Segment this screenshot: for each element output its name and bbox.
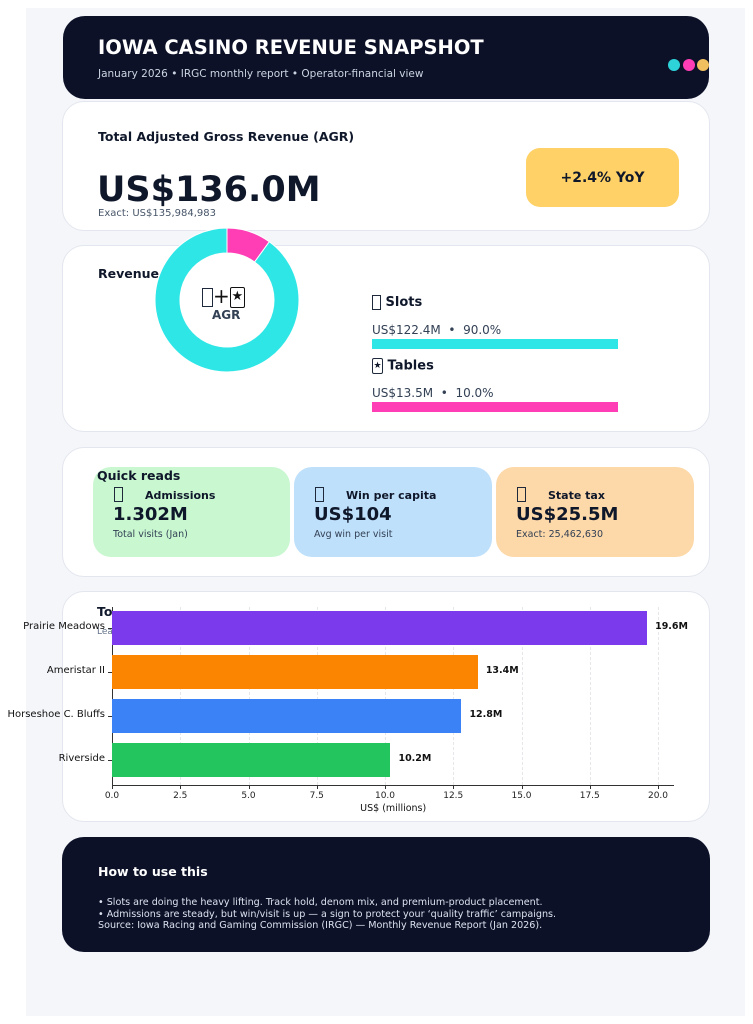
star-card-icon: ★	[229, 287, 245, 308]
decor-dot-pink	[683, 59, 695, 71]
agr-card: Total Adjusted Gross Revenue (AGR) US$13…	[62, 101, 710, 231]
admissions-sub: Total visits (Jan)	[113, 529, 188, 540]
win-per-capita-value: US$104	[314, 504, 392, 525]
state-tax-value: US$25.5M	[516, 504, 619, 525]
slots-label: Slots	[372, 295, 422, 310]
donut-slice-slots	[154, 227, 300, 373]
tables-name: Tables	[387, 358, 434, 374]
star-card-icon: ★	[372, 358, 383, 374]
quick-reads-title: Quick reads	[97, 468, 181, 483]
how-to-use-panel: How to use this • Slots are doing the he…	[62, 837, 710, 952]
chart-title: To	[97, 604, 113, 619]
agr-exact: Exact: US$135,984,983	[98, 208, 216, 219]
ticket-icon	[114, 487, 123, 502]
state-tax-label: State tax	[548, 489, 605, 502]
decor-dot-yellow	[697, 59, 709, 71]
admissions-value: 1.302M	[113, 504, 188, 525]
revenue-donut	[154, 227, 300, 373]
how-to-title: How to use this	[98, 864, 208, 879]
slots-share-bar	[372, 339, 618, 349]
state-tax-sub: Exact: 25,462,630	[516, 529, 604, 540]
win-per-capita-label: Win per capita	[346, 489, 437, 502]
slots-value: US$122.4M • 90.0%	[372, 323, 502, 337]
state-tax-card: State tax US$25.5M Exact: 25,462,630	[496, 467, 694, 557]
admissions-label: Admissions	[145, 489, 216, 502]
mix-title: Revenue	[98, 266, 160, 281]
page-subtitle: January 2026 • IRGC monthly report • Ope…	[98, 68, 424, 80]
agr-value: US$136.0M	[97, 170, 321, 210]
page-title: IOWA CASINO REVENUE SNAPSHOT	[98, 36, 484, 59]
source-line: Source: Iowa Racing and Gaming Commissio…	[98, 920, 543, 931]
admissions-card: Admissions 1.302M Total visits (Jan)	[93, 467, 290, 557]
chart-subtitle: Lea	[97, 627, 113, 637]
coin-icon	[315, 487, 324, 502]
win-per-capita-sub: Avg win per visit	[314, 529, 393, 540]
tip-line: • Admissions are steady, but win/visit i…	[98, 908, 557, 920]
tables-value: US$13.5M • 10.0%	[372, 386, 494, 400]
top-operators-card	[62, 591, 710, 822]
decor-dot-cyan	[668, 59, 680, 71]
slots-name: Slots	[385, 295, 423, 310]
tables-label: ★ Tables	[372, 358, 434, 374]
yoy-badge: +2.4% YoY	[526, 148, 679, 207]
tables-share-bar	[372, 402, 618, 412]
how-to-body: • Slots are doing the heavy lifting. Tra…	[98, 897, 556, 932]
win-per-capita-card: Win per capita US$104 Avg win per visit	[294, 467, 492, 557]
plus-sign: +	[213, 284, 230, 308]
tip-line: • Slots are doing the heavy lifting. Tra…	[98, 897, 543, 908]
slot-machine-icon	[372, 295, 381, 310]
header-banner: IOWA CASINO REVENUE SNAPSHOT January 202…	[63, 16, 709, 99]
slot-machine-icon	[202, 288, 213, 307]
agr-label: Total Adjusted Gross Revenue (AGR)	[98, 129, 355, 144]
donut-center-label: AGR	[212, 308, 241, 322]
bank-icon	[517, 487, 526, 502]
donut-center-icon: + ★	[202, 284, 245, 308]
